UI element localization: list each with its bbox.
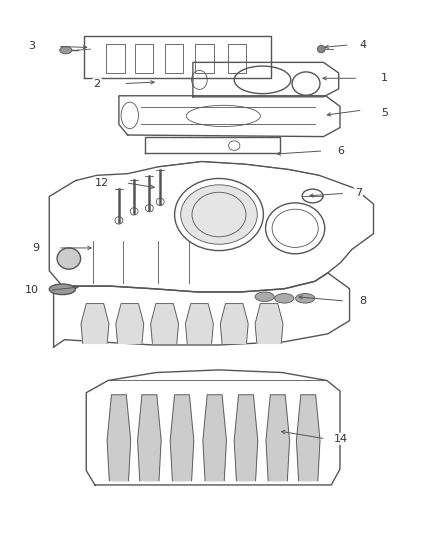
Polygon shape bbox=[84, 36, 271, 78]
Ellipse shape bbox=[318, 45, 325, 53]
Bar bbox=[165, 44, 184, 73]
Polygon shape bbox=[255, 304, 283, 343]
Polygon shape bbox=[220, 304, 248, 343]
Polygon shape bbox=[53, 273, 350, 347]
Text: 7: 7 bbox=[355, 188, 362, 198]
Ellipse shape bbox=[175, 179, 263, 251]
Text: 9: 9 bbox=[33, 243, 40, 253]
Ellipse shape bbox=[57, 248, 81, 269]
Ellipse shape bbox=[265, 203, 325, 254]
Polygon shape bbox=[193, 62, 339, 97]
Polygon shape bbox=[170, 395, 194, 481]
Text: 2: 2 bbox=[94, 78, 101, 88]
Polygon shape bbox=[145, 136, 280, 152]
Text: 8: 8 bbox=[359, 296, 366, 306]
Text: 12: 12 bbox=[95, 177, 109, 188]
Text: 4: 4 bbox=[359, 40, 366, 50]
Ellipse shape bbox=[60, 46, 72, 54]
Polygon shape bbox=[151, 304, 179, 343]
Text: 1: 1 bbox=[381, 73, 388, 83]
Bar bbox=[106, 44, 124, 73]
Polygon shape bbox=[81, 304, 109, 343]
Ellipse shape bbox=[49, 284, 75, 295]
Text: 14: 14 bbox=[334, 434, 348, 444]
Bar bbox=[228, 44, 247, 73]
Polygon shape bbox=[297, 395, 320, 481]
Polygon shape bbox=[185, 304, 213, 343]
Ellipse shape bbox=[302, 189, 323, 203]
Text: 10: 10 bbox=[25, 285, 39, 295]
Polygon shape bbox=[116, 304, 144, 343]
Ellipse shape bbox=[181, 185, 257, 244]
Polygon shape bbox=[203, 395, 226, 481]
Polygon shape bbox=[138, 395, 161, 481]
Ellipse shape bbox=[255, 292, 274, 302]
Polygon shape bbox=[234, 395, 258, 481]
Polygon shape bbox=[119, 96, 340, 136]
Polygon shape bbox=[86, 370, 340, 485]
Bar bbox=[134, 44, 153, 73]
Ellipse shape bbox=[296, 294, 315, 303]
Bar bbox=[195, 44, 214, 73]
Polygon shape bbox=[49, 161, 374, 292]
Text: 3: 3 bbox=[28, 42, 35, 52]
Text: 5: 5 bbox=[381, 108, 388, 118]
Polygon shape bbox=[266, 395, 290, 481]
Polygon shape bbox=[107, 395, 131, 481]
Text: 6: 6 bbox=[337, 146, 344, 156]
Ellipse shape bbox=[275, 294, 294, 303]
